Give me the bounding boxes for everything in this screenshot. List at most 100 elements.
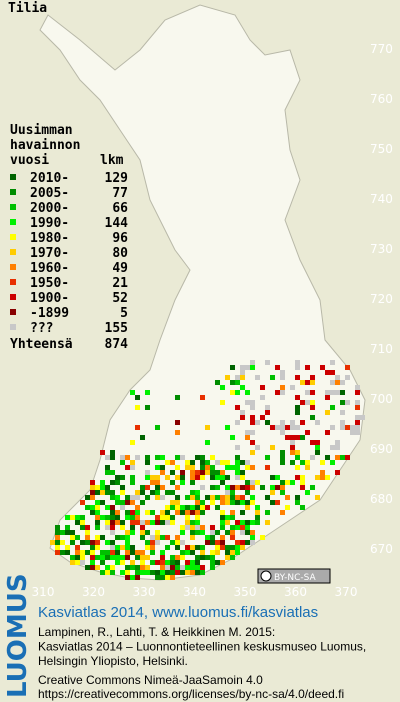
- observation-square: [80, 525, 85, 530]
- observation-square: [110, 450, 115, 455]
- observation-square: [80, 550, 85, 555]
- observation-square: [110, 550, 115, 555]
- observation-square: [175, 395, 180, 400]
- observation-square: [160, 550, 165, 555]
- observation-square: [230, 365, 235, 370]
- x-grid-label: 360: [284, 585, 307, 599]
- observation-square: [200, 475, 205, 480]
- observation-square: [245, 490, 250, 495]
- observation-square: [280, 485, 285, 490]
- observation-square: [150, 545, 155, 550]
- observation-square: [235, 455, 240, 460]
- observation-square: [155, 520, 160, 525]
- observation-square: [300, 460, 305, 465]
- observation-square: [210, 530, 215, 535]
- observation-square: [165, 490, 170, 495]
- observation-square: [305, 400, 310, 405]
- observation-square: [205, 425, 210, 430]
- y-grid-label: 750: [370, 142, 393, 156]
- observation-square: [145, 540, 150, 545]
- observation-square: [160, 570, 165, 575]
- legend-label: 2000-: [30, 201, 69, 216]
- observation-square: [125, 500, 130, 505]
- observation-square: [115, 475, 120, 480]
- legend-heading: Uusimman: [10, 123, 73, 138]
- observation-square: [165, 565, 170, 570]
- observation-square: [125, 510, 130, 515]
- observation-square: [125, 540, 130, 545]
- observation-square: [200, 545, 205, 550]
- observation-square: [150, 540, 155, 545]
- observation-square: [75, 555, 80, 560]
- legend-label: 2005-: [30, 186, 69, 201]
- observation-square: [265, 510, 270, 515]
- observation-square: [55, 540, 60, 545]
- legend-total: 874: [105, 337, 129, 352]
- observation-square: [340, 425, 345, 430]
- observation-square: [150, 550, 155, 555]
- observation-square: [260, 415, 265, 420]
- observation-square: [180, 480, 185, 485]
- observation-square: [245, 485, 250, 490]
- observation-square: [235, 475, 240, 480]
- observation-square: [135, 505, 140, 510]
- observation-square: [200, 525, 205, 530]
- observation-square: [130, 480, 135, 485]
- observation-square: [160, 520, 165, 525]
- observation-square: [135, 520, 140, 525]
- observation-square: [140, 570, 145, 575]
- x-grid-label: 370: [335, 585, 358, 599]
- legend-swatch: [10, 279, 16, 285]
- observation-square: [225, 530, 230, 535]
- observation-square: [235, 545, 240, 550]
- observation-square: [160, 470, 165, 475]
- observation-square: [170, 505, 175, 510]
- legend-label: 1990-: [30, 216, 69, 231]
- observation-square: [200, 565, 205, 570]
- observation-square: [345, 400, 350, 405]
- observation-square: [200, 530, 205, 535]
- observation-square: [100, 485, 105, 490]
- legend-swatch: [10, 204, 16, 210]
- legend-count: 21: [112, 276, 128, 291]
- observation-square: [70, 535, 75, 540]
- observation-square: [195, 565, 200, 570]
- observation-square: [240, 460, 245, 465]
- observation-square: [220, 520, 225, 525]
- observation-square: [260, 395, 265, 400]
- observation-square: [210, 465, 215, 470]
- observation-square: [130, 550, 135, 555]
- observation-square: [180, 525, 185, 530]
- observation-square: [155, 570, 160, 575]
- observation-square: [75, 560, 80, 565]
- observation-square: [215, 540, 220, 545]
- observation-square: [295, 405, 300, 410]
- observation-square: [175, 560, 180, 565]
- observation-square: [230, 490, 235, 495]
- observation-square: [135, 510, 140, 515]
- observation-square: [255, 505, 260, 510]
- observation-square: [155, 465, 160, 470]
- observation-square: [130, 460, 135, 465]
- observation-square: [270, 475, 275, 480]
- observation-square: [100, 570, 105, 575]
- observation-square: [85, 565, 90, 570]
- observation-square: [310, 455, 315, 460]
- observation-square: [350, 430, 355, 435]
- observation-square: [340, 455, 345, 460]
- observation-square: [270, 500, 275, 505]
- observation-square: [225, 465, 230, 470]
- observation-square: [95, 490, 100, 495]
- observation-square: [55, 530, 60, 535]
- y-grid-label: 690: [370, 442, 393, 456]
- observation-square: [235, 550, 240, 555]
- observation-square: [170, 470, 175, 475]
- observation-square: [145, 510, 150, 515]
- observation-square: [255, 445, 260, 450]
- observation-square: [220, 560, 225, 565]
- license-line: https://creativecommons.org/licenses/by-…: [38, 687, 344, 701]
- observation-square: [170, 480, 175, 485]
- observation-square: [105, 485, 110, 490]
- legend-count: 80: [112, 246, 128, 261]
- observation-square: [95, 545, 100, 550]
